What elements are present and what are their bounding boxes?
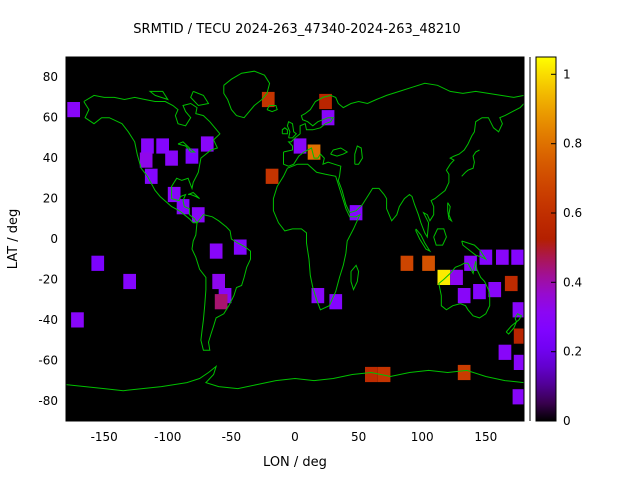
x-tick-label: -50 <box>222 430 242 444</box>
heat-cell <box>144 168 158 184</box>
y-tick-label: -60 <box>38 353 58 367</box>
heat-cell <box>214 294 228 310</box>
great_lakes-coastline <box>177 141 196 153</box>
heat-cell <box>185 148 199 164</box>
y-axis-label: LAT / deg <box>6 209 21 270</box>
japan-coastline <box>461 149 480 177</box>
chart-generated-layers: -150 -100 -50 0 50 100 150 -80 -60 -40 -20 0 20 40 60 8… <box>38 56 582 444</box>
y-tick-label: 80 <box>43 70 58 84</box>
heat-cell <box>319 93 332 110</box>
heat-cell <box>233 239 247 255</box>
plot-border <box>65 56 525 422</box>
x-tick-label: -100 <box>154 430 181 444</box>
heat-cell <box>473 284 486 300</box>
colorbar-tick-label: 0.6 <box>563 206 582 220</box>
y-tick-label: -80 <box>38 394 58 408</box>
y-tick-label: -40 <box>38 313 58 327</box>
y-tick-label: 40 <box>43 151 58 165</box>
heat-cell <box>261 91 275 108</box>
heat-cell <box>167 186 181 203</box>
heat-cell <box>513 354 524 370</box>
heat-cell <box>91 255 105 271</box>
heat-cell <box>457 364 471 381</box>
heat-cell <box>139 152 153 168</box>
heat-cell <box>512 389 524 405</box>
heat-cell <box>437 269 451 285</box>
heat-cell <box>67 102 80 118</box>
heat-cell <box>200 136 214 152</box>
y-tick-label: 20 <box>43 192 58 206</box>
heat-cell <box>349 205 363 221</box>
y-tick-label: -20 <box>38 272 58 286</box>
north_america-coastline <box>83 94 221 224</box>
sumatra-coastline <box>415 228 432 253</box>
heat-cell <box>457 288 471 304</box>
x-tick-label: 0 <box>291 430 299 444</box>
colorbar-tick-label: 0.8 <box>563 137 582 151</box>
colorbar-tick-label: 1 <box>563 67 571 81</box>
black_sea-coastline <box>330 147 349 157</box>
new_zealand_north-coastline <box>514 313 523 323</box>
colorbar-tick-label: 0.4 <box>563 275 582 289</box>
iceland-coastline <box>266 105 278 113</box>
heat-cell <box>165 150 178 166</box>
arctic_island_east-coastline <box>190 90 210 107</box>
borneo-coastline <box>433 228 447 246</box>
heat-cell <box>156 138 169 154</box>
heat-cell <box>293 138 307 154</box>
heat-cell <box>513 328 524 344</box>
africa-coastline <box>272 163 361 311</box>
y-tick-label: 0 <box>50 232 58 246</box>
british_isles-coastline <box>286 120 298 139</box>
heat-cell <box>123 273 136 290</box>
heat-cell <box>512 302 524 318</box>
x-tick-label: 100 <box>411 430 434 444</box>
colorbar-tick-label: 0 <box>563 414 571 428</box>
chart-title: SRMTID / TECU 2024-263_47340-2024-263_48… <box>133 22 460 37</box>
antarctica-coastline <box>66 364 524 392</box>
heat-cell <box>496 249 509 265</box>
y-tick-label: 60 <box>43 111 58 125</box>
cuba-coastline <box>187 191 200 200</box>
heat-cell <box>504 275 518 292</box>
heat-cell <box>450 269 463 285</box>
heat-cell <box>488 282 502 298</box>
caspian_sea-coastline <box>354 145 363 165</box>
heat-cell <box>191 207 205 223</box>
colorbar <box>535 56 557 422</box>
colorbar-tick-label: 0.2 <box>563 345 582 359</box>
heat-cell <box>212 273 225 290</box>
south_america-coastline <box>191 214 251 351</box>
eurasia-coastline <box>283 82 524 239</box>
ireland-coastline <box>281 127 288 135</box>
heat-cell <box>422 255 435 271</box>
greenland-coastline <box>223 70 271 119</box>
map-background <box>66 57 524 421</box>
x-tick-label: -150 <box>91 430 118 444</box>
x-tick-label: 50 <box>351 430 366 444</box>
heat-cell <box>498 344 512 360</box>
heat-cell <box>209 243 223 259</box>
x-axis-label: LON / deg <box>263 455 327 470</box>
x-tick-label: 150 <box>474 430 497 444</box>
new_zealand_south-coastline <box>505 321 517 335</box>
heat-cell <box>400 255 414 271</box>
heat-cell <box>141 138 154 154</box>
philippines-coastline <box>447 202 453 223</box>
axis-ticks: -150 -100 -50 0 50 100 150 -80 -60 -40 -20 0 20 40 60 8… <box>38 70 497 444</box>
heat-cell <box>265 168 279 184</box>
arctic_island_west-coastline <box>148 90 169 101</box>
heat-cell <box>311 288 325 304</box>
heat-cell <box>71 312 84 328</box>
heat-cell <box>464 255 477 271</box>
australia-coastline <box>438 261 491 319</box>
heat-cell <box>377 366 391 383</box>
heat-cell <box>511 249 524 265</box>
heat-cell <box>176 199 190 215</box>
coastlines <box>66 70 524 392</box>
madagascar-coastline <box>350 264 360 291</box>
heat-cell <box>365 366 378 383</box>
new_guinea-coastline <box>461 240 488 261</box>
